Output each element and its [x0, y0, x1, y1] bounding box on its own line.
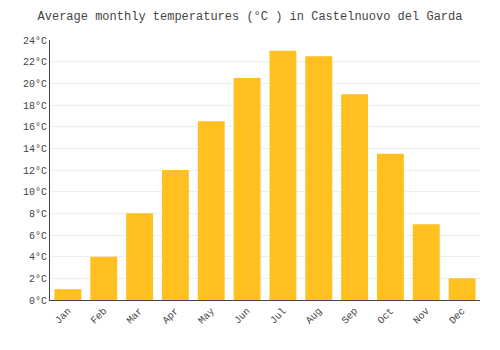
svg-text:Oct: Oct [376, 306, 397, 327]
svg-text:20°C: 20°C [23, 79, 47, 90]
svg-text:16°C: 16°C [23, 122, 47, 133]
svg-text:May: May [196, 306, 217, 327]
svg-text:Nov: Nov [411, 306, 432, 327]
svg-text:18°C: 18°C [23, 101, 47, 112]
svg-text:8°C: 8°C [29, 209, 47, 220]
svg-text:24°C: 24°C [23, 36, 47, 47]
svg-text:Jul: Jul [268, 306, 289, 327]
svg-text:10°C: 10°C [23, 187, 47, 198]
svg-text:2°C: 2°C [29, 274, 47, 285]
svg-text:22°C: 22°C [23, 57, 47, 68]
svg-text:12°C: 12°C [23, 166, 47, 177]
svg-text:Mar: Mar [125, 306, 146, 327]
svg-text:0°C: 0°C [29, 296, 47, 307]
svg-text:Aug: Aug [304, 306, 325, 327]
svg-text:6°C: 6°C [29, 231, 47, 242]
svg-text:Sep: Sep [340, 306, 361, 327]
svg-text:Apr: Apr [161, 306, 182, 327]
svg-text:Feb: Feb [89, 306, 110, 327]
svg-text:Jun: Jun [232, 306, 253, 327]
svg-text:Jan: Jan [53, 306, 74, 327]
svg-text:14°C: 14°C [23, 144, 47, 155]
svg-text:4°C: 4°C [29, 252, 47, 263]
svg-text:Average monthly temperatures (: Average monthly temperatures (°C ) in Ca… [38, 10, 463, 24]
svg-text:Dec: Dec [447, 306, 468, 327]
